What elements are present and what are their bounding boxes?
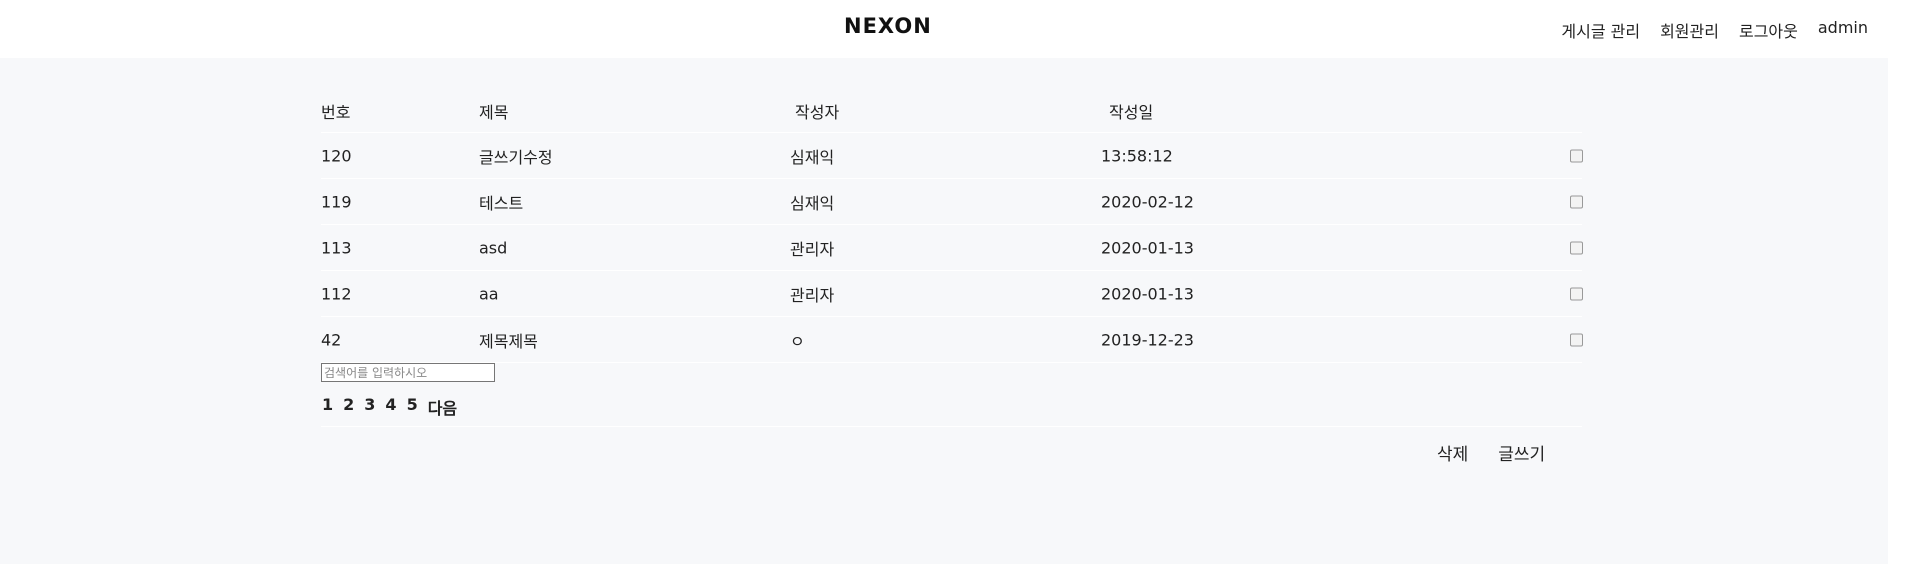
nav-post-management[interactable]: 게시글 관리	[1561, 22, 1641, 41]
row-number: 119	[321, 192, 352, 211]
row-select-checkbox[interactable]	[1570, 149, 1583, 162]
row-select-checkbox[interactable]	[1570, 287, 1583, 300]
row-date: 2020-01-13	[1101, 284, 1194, 303]
table-header-row: 번호 제목 작성자 작성일	[321, 90, 1582, 133]
table-row: 42 제목제목 ㅇ 2019-12-23	[321, 317, 1583, 363]
row-author: 관리자	[790, 239, 835, 259]
row-title-link[interactable]: 제목제목	[479, 331, 538, 351]
nav-member-management[interactable]: 회원관리	[1660, 22, 1719, 41]
divider	[321, 426, 1582, 427]
table-row: 113 asd 관리자 2020-01-13	[321, 225, 1583, 271]
delete-button[interactable]: 삭제	[1437, 445, 1469, 465]
column-header-date: 작성일	[1109, 103, 1154, 122]
row-date: 13:58:12	[1101, 146, 1173, 165]
row-author: ㅇ	[790, 331, 805, 351]
vertical-scrollbar[interactable]	[1888, 0, 1905, 564]
page-link-1[interactable]: 1	[322, 395, 334, 414]
row-number: 113	[321, 238, 352, 257]
write-post-button[interactable]: 글쓰기	[1498, 445, 1546, 465]
page-link-5[interactable]: 5	[406, 395, 418, 414]
column-header-author: 작성자	[795, 103, 840, 122]
row-author: 심재익	[790, 147, 835, 167]
table-row: 120 글쓰기수정 심재익 13:58:12	[321, 133, 1583, 179]
top-header: NEXON 게시글 관리 회원관리 로그아웃 admin	[0, 0, 1905, 58]
board-actions: 삭제 글쓰기	[1437, 440, 1545, 465]
row-title-link[interactable]: aa	[479, 284, 499, 303]
row-number: 42	[321, 330, 342, 349]
row-title-link[interactable]: 글쓰기수정	[479, 147, 553, 167]
column-header-title: 제목	[479, 103, 509, 122]
row-number: 112	[321, 284, 352, 303]
table-row: 112 aa 관리자 2020-01-13	[321, 271, 1583, 317]
row-author: 관리자	[790, 285, 835, 305]
pagination: 1 2 3 4 5 다음	[322, 395, 457, 419]
page-link-3[interactable]: 3	[364, 395, 376, 414]
column-header-number: 번호	[321, 103, 351, 122]
row-title-link[interactable]: 테스트	[479, 193, 524, 213]
nexon-logo[interactable]: NEXON	[844, 14, 932, 38]
row-date: 2020-02-12	[1101, 192, 1194, 211]
top-nav: 게시글 관리 회원관리 로그아웃 admin	[1561, 18, 1868, 42]
row-select-checkbox[interactable]	[1570, 195, 1583, 208]
nav-logout[interactable]: 로그아웃	[1738, 22, 1798, 41]
search-input[interactable]	[321, 363, 495, 382]
row-date: 2020-01-13	[1101, 238, 1194, 257]
page-link-4[interactable]: 4	[385, 395, 397, 414]
row-select-checkbox[interactable]	[1570, 241, 1583, 254]
row-title-link[interactable]: asd	[479, 238, 508, 257]
page-next-link[interactable]: 다음	[427, 399, 458, 418]
nav-admin-user[interactable]: admin	[1817, 18, 1868, 37]
row-author: 심재익	[790, 193, 835, 213]
row-number: 120	[321, 146, 352, 165]
table-row: 119 테스트 심재익 2020-02-12	[321, 179, 1583, 225]
page-link-2[interactable]: 2	[343, 395, 355, 414]
row-date: 2019-12-23	[1101, 330, 1194, 349]
row-select-checkbox[interactable]	[1570, 333, 1583, 346]
post-table: 번호 제목 작성자 작성일 120 글쓰기수정 심재익 13:58:12 119…	[321, 90, 1583, 363]
